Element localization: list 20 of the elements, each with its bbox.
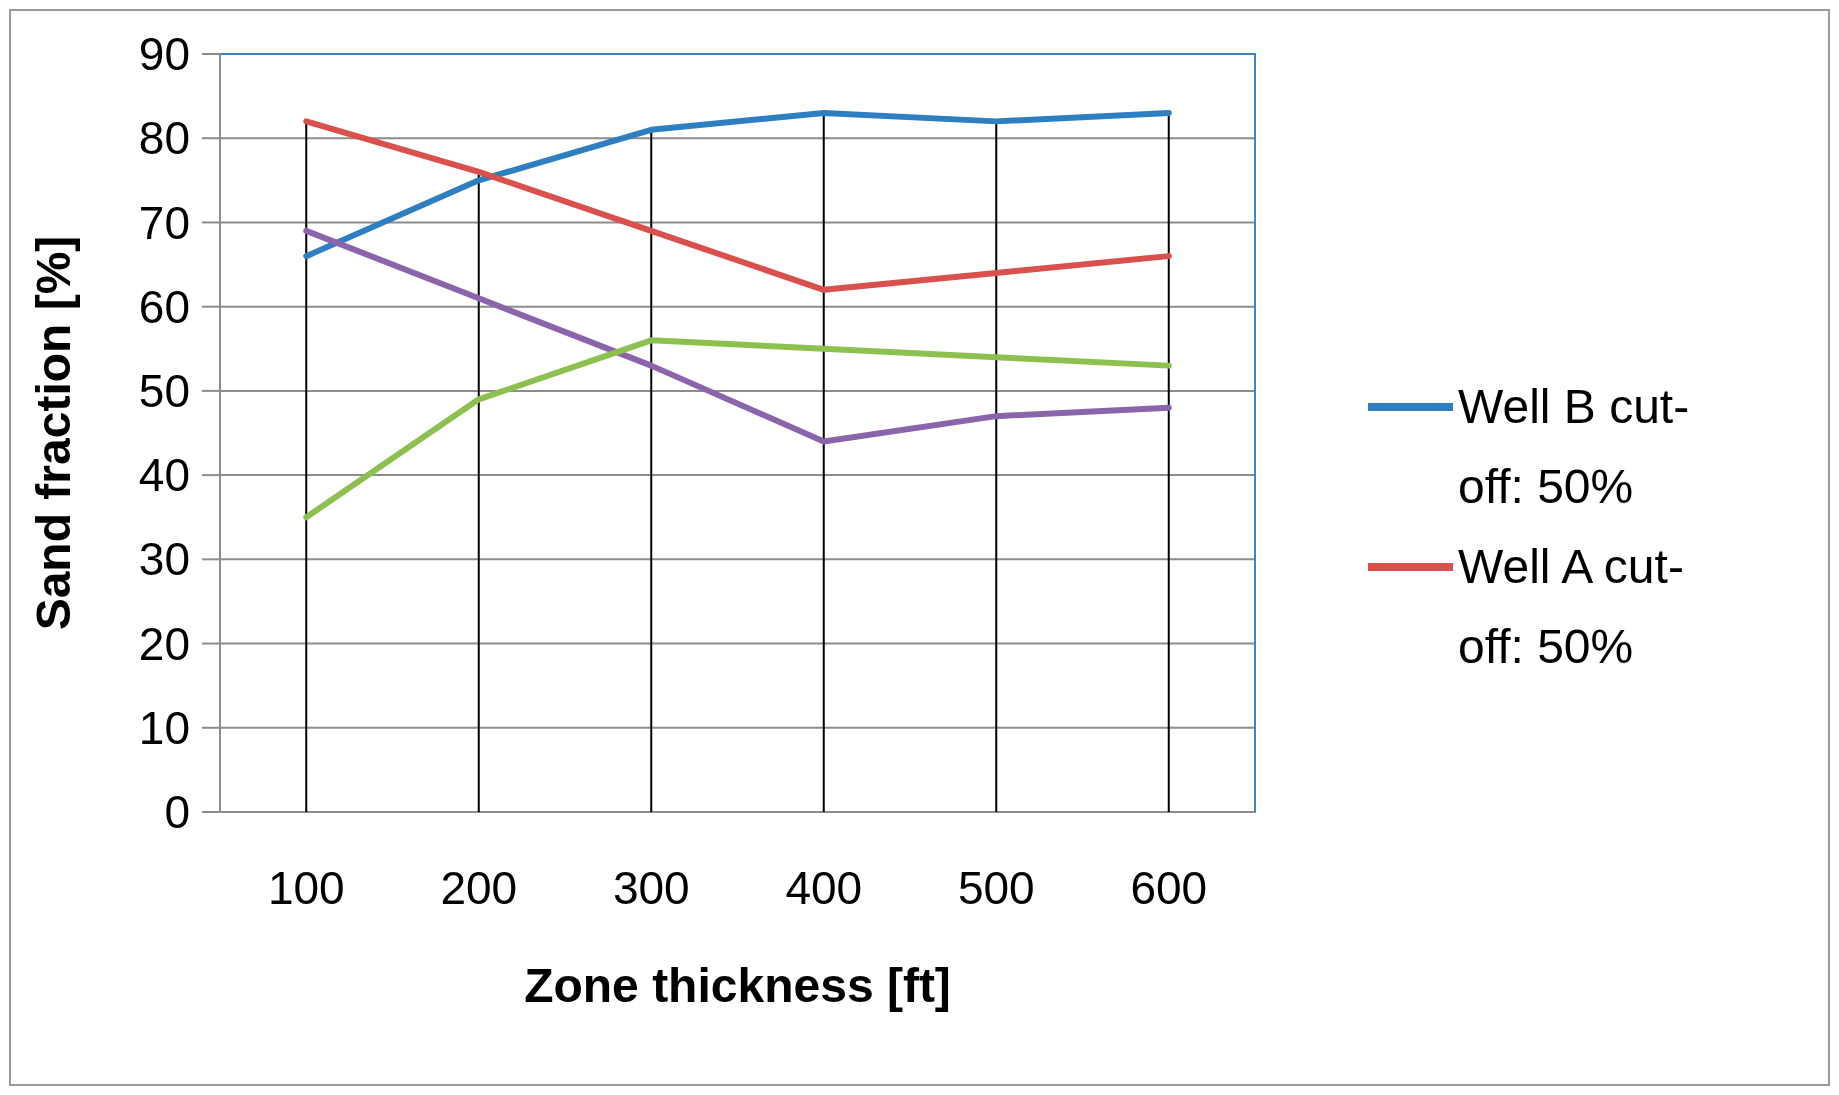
y-tick-label: 0: [164, 786, 190, 839]
x-tick-label: 400: [785, 862, 863, 914]
y-tick-label: 80: [138, 112, 190, 165]
y-tick-label: 30: [138, 533, 190, 586]
y-tick-label: 10: [138, 701, 190, 754]
y-tick-label: 20: [138, 617, 190, 670]
x-tick-label: 600: [1130, 862, 1208, 914]
y-tick-label: 90: [138, 28, 190, 81]
x-tick-label: 100: [267, 862, 345, 914]
x-axis-title: Zone thickness [ft]: [524, 959, 951, 1012]
x-tick-label: 500: [957, 862, 1035, 914]
legend-label: Well A cut-off: 50%: [1458, 540, 1684, 673]
x-tick-label: 200: [440, 862, 518, 914]
y-tick-label: 50: [138, 364, 190, 417]
x-tick-label: 300: [612, 862, 690, 914]
legend-label: Well B cut-off: 50%: [1458, 380, 1690, 513]
y-tick-label: 70: [138, 196, 190, 249]
y-tick-label: 60: [138, 280, 190, 333]
y-tick-label: 40: [138, 449, 190, 502]
y-axis-title: Sand fraction [%]: [27, 235, 80, 631]
